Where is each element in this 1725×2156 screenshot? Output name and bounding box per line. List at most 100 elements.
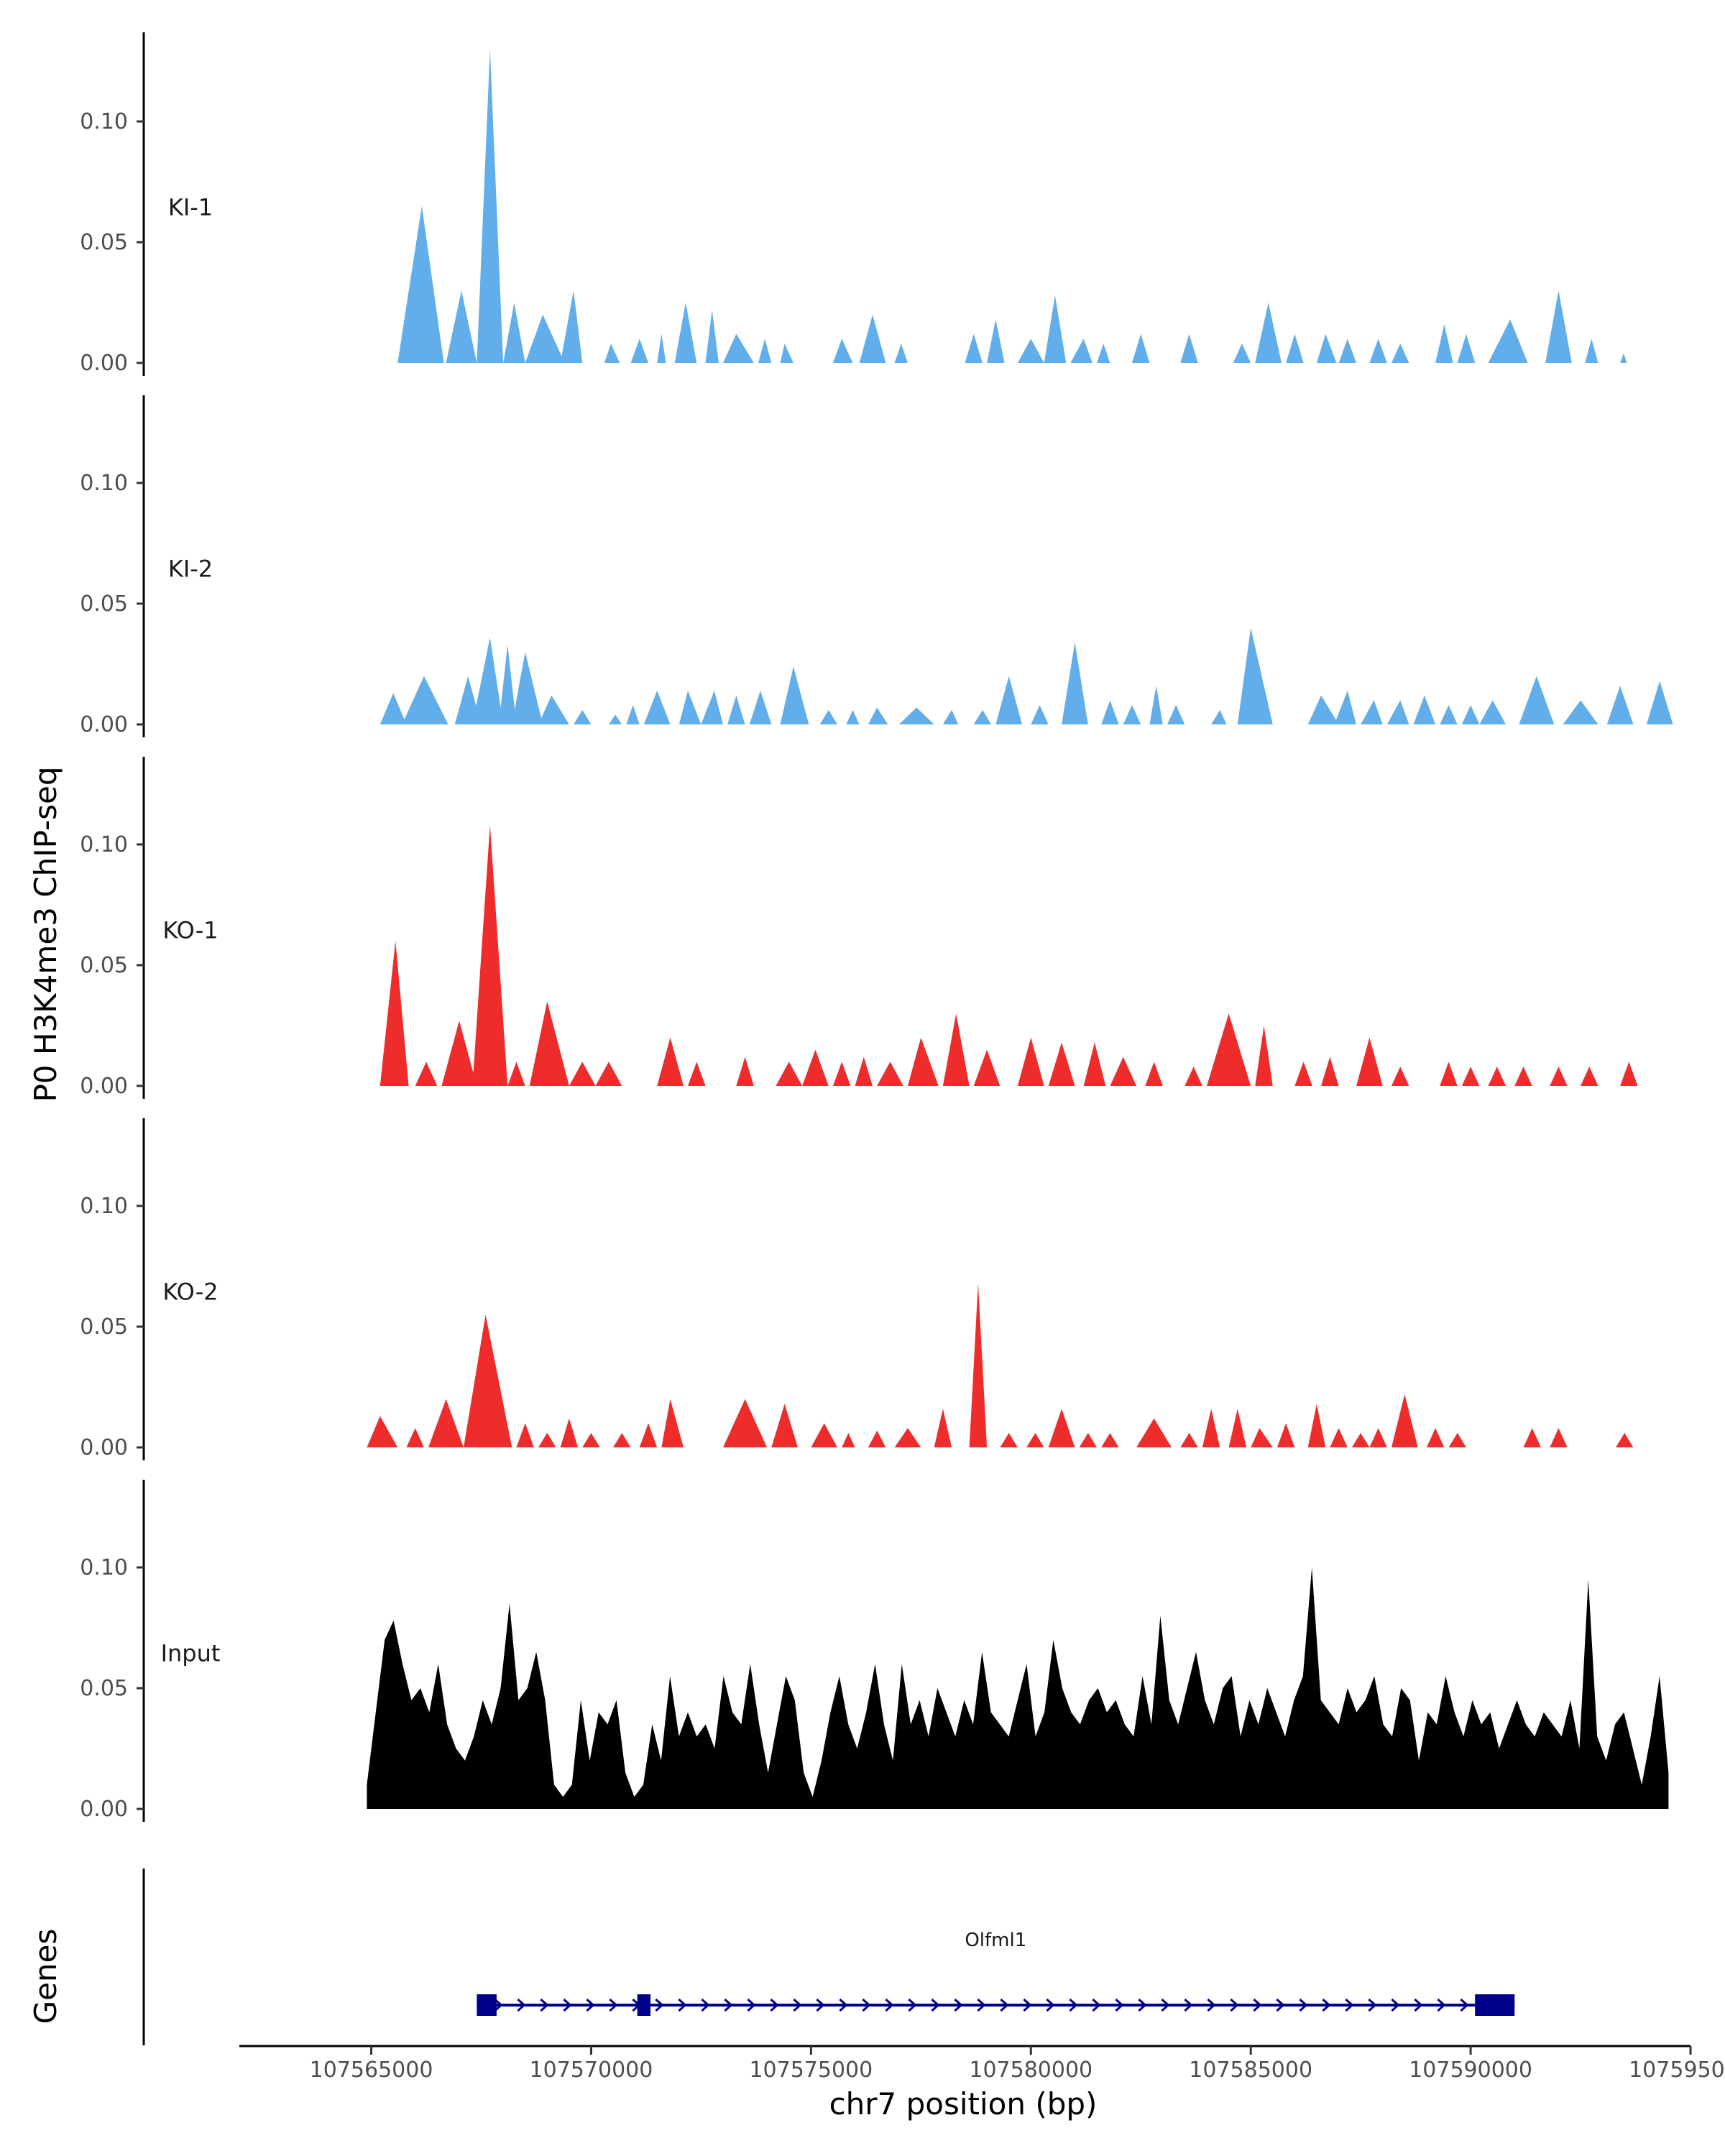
signal-peak — [987, 319, 1005, 363]
signal-peak — [1101, 700, 1119, 724]
signal-peak — [727, 695, 745, 724]
strand-arrow — [931, 1998, 940, 2012]
signal-peak — [1233, 344, 1251, 363]
strand-arrow — [1345, 1998, 1354, 2012]
strand-arrow — [1299, 1998, 1308, 2012]
strand-arrow — [701, 1998, 710, 2012]
signal-peak — [678, 690, 702, 724]
signal-peak — [1391, 1067, 1409, 1086]
signal-peak — [608, 714, 622, 724]
signal-peak — [1110, 1056, 1137, 1086]
signal-peak — [1255, 1026, 1273, 1086]
y-tick-label: 0.10 — [80, 832, 128, 857]
track-ki-1: 0.00 0.05 0.10 KI-1 — [80, 32, 1627, 376]
signal-peak — [1356, 1037, 1383, 1086]
y-tick-label: 0.00 — [80, 351, 128, 376]
signal-peak — [1615, 1432, 1634, 1447]
signal-peak — [723, 1399, 768, 1447]
y-tick-label: 0.10 — [80, 1555, 128, 1580]
exon — [637, 1994, 651, 2016]
signal-peak — [1479, 700, 1506, 724]
strand-arrow — [954, 1998, 963, 2012]
x-axis-title: chr7 position (bp) — [829, 2086, 1098, 2122]
y-tick-label: 0.05 — [80, 230, 128, 255]
signal-peak — [868, 1430, 886, 1447]
signal-peak — [1207, 1013, 1251, 1086]
signal-peak — [639, 1423, 658, 1447]
track-label-ko-2: KO-2 — [162, 1278, 218, 1305]
signal-peak — [1369, 1428, 1387, 1447]
signal-peak — [1461, 1067, 1480, 1086]
x-tick-label: 107595000 — [1629, 2058, 1725, 2083]
signal-peak — [1026, 1432, 1044, 1447]
signal-peak — [1062, 642, 1088, 724]
signal-peak — [472, 825, 508, 1086]
genes-track: Olfml1 — [142, 1869, 1515, 2045]
signal-peak — [907, 1037, 939, 1086]
signal-peak — [1184, 1067, 1202, 1086]
track-input: 0.00 0.05 0.10 Input — [80, 1480, 1669, 1822]
signal-peak — [454, 676, 482, 724]
signal-peak — [1048, 1042, 1075, 1086]
signal-peak — [1070, 338, 1092, 363]
track-label-ko-1: KO-1 — [162, 916, 218, 944]
signal-peak — [846, 709, 860, 724]
signal-peak — [626, 705, 640, 724]
signal-peak — [969, 1283, 988, 1447]
signal-peak — [811, 1423, 838, 1447]
signal-peak — [1286, 333, 1304, 363]
strand-arrow — [862, 1998, 871, 2012]
signal-peak — [1017, 1037, 1044, 1086]
signal-peak — [1545, 290, 1572, 363]
signal-peak — [1123, 705, 1141, 724]
strand-arrow — [1414, 1998, 1423, 2012]
signal-peak — [1351, 1432, 1370, 1447]
signal-peak — [701, 690, 723, 724]
signal-peak — [446, 290, 477, 363]
signal-peak — [1044, 295, 1067, 363]
strand-arrow — [1138, 1998, 1147, 2012]
strand-arrow — [1368, 1998, 1377, 2012]
strand-arrow — [1437, 1998, 1446, 2012]
signal-peak — [1097, 344, 1110, 363]
signal-peak — [1391, 1394, 1418, 1447]
signal-peak — [1276, 1423, 1295, 1447]
track-ko-1: 0.00 0.05 0.10 KO-1 — [80, 757, 1638, 1099]
signal-peak — [1307, 695, 1339, 724]
signal-peak — [1031, 705, 1049, 724]
y-tick-label: 0.00 — [80, 712, 128, 737]
signal-peak — [832, 1061, 851, 1086]
y-tick-label: 0.05 — [80, 1676, 128, 1701]
signal-peak — [1426, 1428, 1445, 1447]
signal-peak — [776, 1061, 803, 1086]
signal-peak — [1448, 1432, 1466, 1447]
strand-arrow — [655, 1998, 664, 2012]
signal-peak — [1369, 338, 1387, 363]
signal-peak — [723, 333, 754, 363]
x-tick-label: 107565000 — [310, 2058, 433, 2083]
y-tick-label: 0.05 — [80, 953, 128, 978]
y-tick-label: 0.05 — [80, 1314, 128, 1340]
strand-arrow — [1391, 1998, 1400, 2012]
signal-peak — [573, 709, 592, 724]
signal-peak — [942, 1013, 970, 1086]
signal-peak — [1017, 338, 1044, 363]
signal-peak — [1488, 1067, 1506, 1086]
signal-peak — [1563, 700, 1598, 724]
x-tick-label: 107575000 — [749, 2058, 873, 2083]
strand-arrow — [1115, 1998, 1124, 2012]
signal-peak — [1149, 686, 1163, 724]
signal-peak — [1488, 319, 1528, 363]
track-label-ki-2: KI-2 — [168, 555, 213, 582]
signal-peak — [868, 707, 888, 724]
signal-peak — [538, 695, 569, 724]
signal-peak — [942, 709, 959, 724]
strand-arrow — [1207, 1998, 1216, 2012]
signal-peak — [1101, 1432, 1119, 1447]
signal-peak — [661, 1399, 684, 1447]
signal-peak — [1361, 700, 1383, 724]
strand-arrow — [724, 1998, 733, 2012]
signal-peak — [1330, 1428, 1348, 1447]
y-tick-label: 0.10 — [80, 471, 128, 496]
signal-peak — [736, 1056, 754, 1086]
